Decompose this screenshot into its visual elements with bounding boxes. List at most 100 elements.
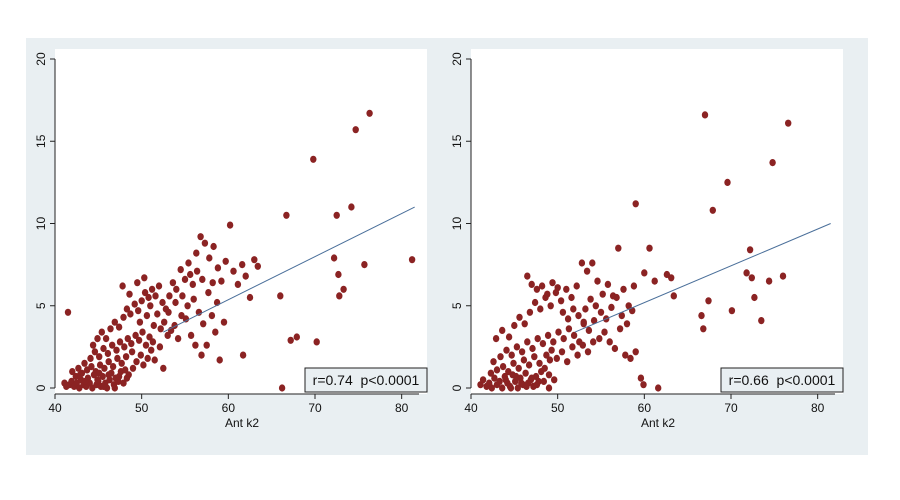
y-tick-label: 0 [34, 384, 48, 391]
data-point [521, 320, 528, 328]
y-tick-label: 20 [450, 52, 464, 66]
data-point [507, 384, 515, 392]
data-point [564, 358, 571, 366]
data-point [89, 341, 97, 349]
data-point [546, 356, 554, 364]
data-point [705, 297, 712, 305]
data-point [537, 305, 544, 313]
data-point [558, 348, 566, 356]
data-point [287, 336, 294, 344]
data-point [541, 364, 548, 372]
data-point [109, 363, 117, 371]
data-point [193, 249, 200, 257]
annotation-box [304, 367, 428, 393]
data-point [553, 354, 560, 362]
data-point [107, 325, 114, 333]
x-tick-label: 50 [135, 401, 149, 415]
data-point [582, 305, 589, 313]
data-point [579, 341, 586, 349]
data-point [118, 359, 125, 367]
data-point [152, 292, 159, 300]
data-point [531, 298, 539, 307]
x-tick-label: 80 [395, 401, 409, 415]
data-point [503, 346, 510, 354]
data-point [554, 284, 561, 292]
data-point [226, 221, 234, 229]
data-point [149, 338, 157, 346]
scatter-chart-right: 0 5 10 15 20 40 50 60 70 80 r=0.66 p<0.0001 Ant … [450, 49, 844, 430]
data-point [522, 369, 529, 377]
data-point [620, 285, 627, 293]
data-point [646, 244, 653, 252]
annotation-box [720, 367, 844, 393]
data-point [336, 292, 343, 300]
data-point [508, 351, 515, 359]
data-point [539, 340, 547, 348]
data-point [569, 343, 576, 351]
data-point [181, 275, 189, 283]
data-point [630, 282, 638, 290]
data-point [632, 200, 639, 208]
data-point [145, 293, 152, 302]
data-point [499, 363, 507, 371]
data-point [599, 290, 606, 298]
x-axis-label: Ant k2 [225, 416, 259, 430]
data-point [606, 338, 613, 346]
x-tick-label: 70 [724, 401, 738, 415]
data-point [164, 331, 171, 339]
data-point [564, 315, 572, 323]
data-point [616, 325, 624, 333]
y-axis: 0 5 10 15 20 [450, 52, 472, 391]
data-point [119, 282, 126, 290]
data-point [96, 369, 103, 377]
data-point [529, 344, 536, 353]
data-point [123, 374, 131, 382]
data-point [613, 293, 620, 302]
data-point [352, 126, 359, 134]
data-point [123, 305, 131, 313]
data-point [551, 376, 558, 384]
data-point [128, 348, 136, 356]
data-point [154, 310, 161, 318]
data-point [536, 359, 543, 367]
data-point [184, 302, 191, 310]
data-point [254, 262, 261, 270]
data-point [177, 266, 184, 274]
data-point [333, 211, 340, 219]
data-point [632, 348, 639, 356]
data-point [769, 159, 776, 167]
data-point [765, 277, 773, 285]
data-point [596, 335, 603, 343]
data-point [104, 349, 112, 358]
data-point [640, 381, 647, 389]
annotation-group: r=0.74 p<0.0001 [304, 367, 428, 393]
data-point [82, 377, 89, 385]
data-point [214, 264, 222, 272]
scatter-points [61, 109, 416, 392]
data-point [512, 372, 520, 381]
data-point [178, 312, 185, 320]
data-point [161, 318, 168, 326]
data-point [520, 356, 528, 364]
data-point [111, 384, 119, 392]
data-point [172, 298, 179, 307]
data-point [597, 308, 605, 316]
data-point [173, 285, 180, 293]
data-point [174, 335, 182, 343]
data-point [700, 325, 707, 333]
data-point [533, 285, 541, 293]
data-point [121, 343, 128, 351]
data-point [709, 206, 716, 214]
data-point [135, 307, 142, 315]
data-point [565, 325, 573, 333]
x-axis: 40 50 60 70 80 [48, 393, 419, 415]
data-point [549, 279, 556, 287]
data-point [76, 371, 84, 379]
data-point [131, 300, 138, 308]
data-point [251, 256, 258, 264]
data-point [155, 282, 163, 290]
data-point [335, 270, 342, 279]
data-point [348, 203, 355, 211]
data-point [105, 358, 112, 366]
data-point [534, 335, 541, 343]
